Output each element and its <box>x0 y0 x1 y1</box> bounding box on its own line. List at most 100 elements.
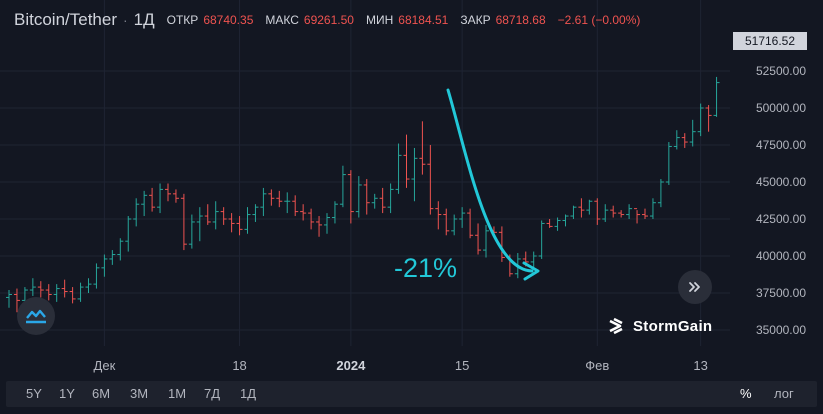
ohlc-bar <box>165 183 171 202</box>
ohlc-bar <box>85 278 92 293</box>
ohlc-bar <box>411 147 418 202</box>
price-tick-label: 35000.00 <box>756 323 806 337</box>
ohlc-bar <box>586 199 593 215</box>
ohlc-bar <box>29 278 36 296</box>
ohlc-bar <box>387 183 394 214</box>
symbol-title[interactable]: Bitcoin/Tether <box>14 10 117 29</box>
ohlc-bar <box>212 201 219 230</box>
ohlc-bar <box>451 214 458 236</box>
timeframe-1d[interactable]: 1Д <box>240 386 257 401</box>
change-value: −2.61 (−0.00%) <box>557 13 641 27</box>
ohlc-bar <box>69 287 76 304</box>
ohlc-bar <box>188 214 195 249</box>
ohlc-bar <box>260 187 267 217</box>
ohlc-bar <box>379 187 386 214</box>
low-label: МИН <box>365 13 394 27</box>
log-scale-toggle[interactable]: лог <box>774 386 794 401</box>
ohlc-bar <box>316 216 323 237</box>
ohlc-bar <box>308 208 315 230</box>
ohlc-bar <box>228 213 235 233</box>
ohlc-bar <box>419 121 426 175</box>
scroll-to-realtime-button[interactable] <box>678 270 712 304</box>
ohlc-bar <box>141 190 148 217</box>
price-tick-label: 40000.00 <box>756 249 806 263</box>
ohlc-bar <box>252 204 259 222</box>
ohlc-bar <box>618 210 625 218</box>
ohlc-bar <box>689 119 696 147</box>
timeframe-3m[interactable]: 3M <box>130 386 149 401</box>
drawdown-arrow <box>446 88 534 273</box>
interval-label[interactable]: 1Д <box>133 10 155 29</box>
price-tick-label: 37500.00 <box>756 286 806 300</box>
legend-separator: · <box>123 12 128 28</box>
timeframe-1m[interactable]: 1M <box>168 386 187 401</box>
price-tick-label: 42500.00 <box>756 212 806 226</box>
time-tick-label: Дек <box>94 358 116 373</box>
time-axis: Дек 18 2024 15 Фев 13 <box>94 358 708 373</box>
ohlc-bar <box>172 189 179 203</box>
price-axis: 35000.00 37500.00 40000.00 42500.00 45000.00… <box>756 64 806 337</box>
timeframe-1y[interactable]: 1Y <box>59 386 75 401</box>
ohlc-bar <box>276 190 283 208</box>
ohlc-bar <box>697 103 704 137</box>
ohlc-bar <box>53 284 60 302</box>
ohlc-bar <box>657 179 664 208</box>
ohlc-bar <box>13 288 20 313</box>
ohlc-bar <box>673 130 680 150</box>
timeframe-5y[interactable]: 5Y <box>26 386 42 401</box>
ohlc-bar <box>395 143 402 194</box>
high-label: МАКС <box>265 13 299 27</box>
ohlc-bar <box>37 281 44 298</box>
ohlc-bar <box>244 207 251 234</box>
ohlc-bar <box>196 207 203 242</box>
ohlc-bar <box>443 208 450 236</box>
ohlc-bar <box>705 105 712 132</box>
ohlc-bar <box>324 213 330 234</box>
ohlc-bar <box>45 284 52 301</box>
ohlc-bar <box>133 198 140 227</box>
timeframe-7d[interactable]: 7Д <box>204 386 221 401</box>
stormgain-logo-icon <box>609 317 623 335</box>
timeframe-6m[interactable]: 6M <box>92 386 111 401</box>
ohlc-bar <box>125 216 132 252</box>
time-tick-label: 15 <box>455 358 469 373</box>
ohlc-bar <box>649 198 656 219</box>
ohlc-bar <box>459 207 466 228</box>
percent-scale-toggle[interactable]: % <box>740 386 752 401</box>
ohlc-bar <box>570 205 577 219</box>
low-value: 68184.51 <box>398 13 449 27</box>
time-tick-label: 2024 <box>336 358 366 373</box>
ohlc-bar <box>546 219 553 228</box>
cloud-wave-icon <box>26 309 46 324</box>
logo-button[interactable] <box>17 297 55 335</box>
ohlc-bar <box>347 170 354 224</box>
open-value: 68740.35 <box>203 13 254 27</box>
price-tick-label: 52500.00 <box>756 64 806 78</box>
ohlc-bar <box>339 165 346 208</box>
ohlc-legend: Bitcoin/Tether · 1Д ОТКР 68740.35 МАКС 6… <box>14 6 652 34</box>
price-tick-label: 50000.00 <box>756 101 806 115</box>
drawdown-label: -21% <box>394 253 457 283</box>
ohlc-bar <box>634 208 641 224</box>
ohlc-bar <box>626 204 633 219</box>
ohlc-bar <box>610 205 617 218</box>
time-tick-label: 13 <box>693 358 707 373</box>
ohlc-bar <box>93 263 100 289</box>
ohlc-bar <box>642 208 648 219</box>
ohlc-bar <box>355 176 362 218</box>
double-chevron-right-icon <box>689 282 700 292</box>
ohlc-bar <box>475 223 482 255</box>
brand-name: StormGain <box>633 317 713 335</box>
ohlc-bar <box>554 217 561 231</box>
close-label: ЗАКР <box>460 13 491 27</box>
ohlc-bar <box>578 198 585 218</box>
ohlc-bar <box>300 204 307 221</box>
ohlc-bar <box>220 207 227 225</box>
high-value: 69261.50 <box>303 13 354 27</box>
ohlc-bar <box>467 208 474 239</box>
ohlc-bar <box>77 282 84 302</box>
brand-watermark: StormGain <box>605 316 712 336</box>
ohlc-bar <box>594 198 601 225</box>
